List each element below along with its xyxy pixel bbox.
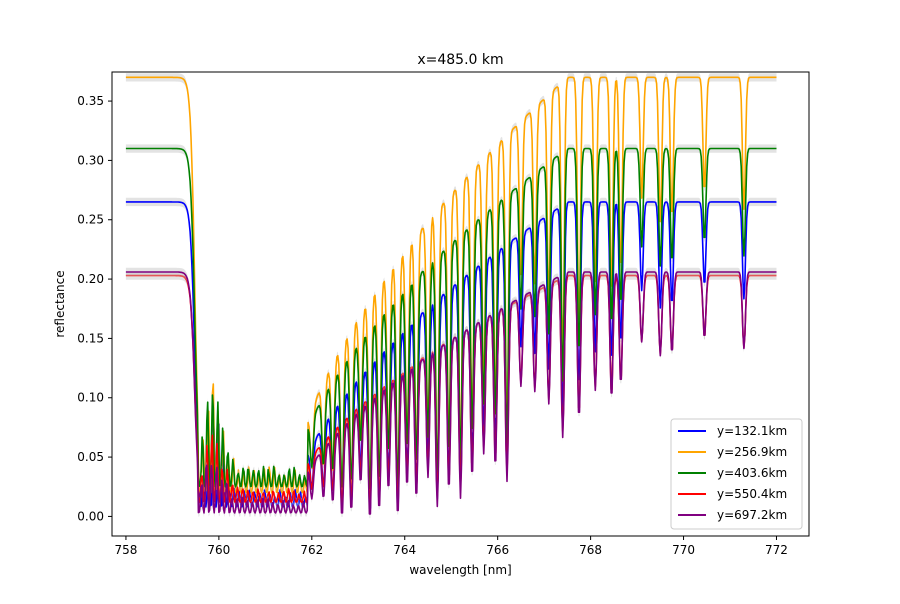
series-layer: [125, 73, 777, 519]
y-tick-label: 0.05: [77, 450, 104, 464]
x-tick-label: 766: [486, 543, 509, 557]
legend-label: y=550.4km: [717, 487, 787, 501]
legend: y=132.1km y=256.9km y=403.6km y=550.4km y=69…: [670, 418, 803, 530]
y-tick-label: 0.25: [77, 213, 104, 227]
legend-label: y=403.6km: [717, 466, 787, 480]
x-axis: 758 760 762 764 766 768 770 772: [114, 536, 788, 557]
x-tick-label: 762: [300, 543, 323, 557]
y-axis: 0.00 0.05 0.10 0.15 0.20 0.25 0.30 0.35: [77, 94, 112, 523]
x-tick-label: 764: [393, 543, 416, 557]
x-axis-label: wavelength [nm]: [409, 563, 511, 577]
x-tick-label: 768: [579, 543, 602, 557]
y-tick-label: 0.00: [77, 509, 104, 523]
legend-label: y=697.2km: [717, 508, 787, 522]
legend-box: [670, 418, 803, 530]
y-tick-label: 0.35: [77, 94, 104, 108]
x-tick-label: 770: [672, 543, 695, 557]
plot-frame: [111, 71, 810, 537]
y-tick-label: 0.30: [77, 153, 104, 167]
series-line: [125, 271, 777, 515]
y-tick-label: 0.20: [77, 272, 104, 286]
y-tick-label: 0.10: [77, 391, 104, 405]
x-tick-label: 772: [765, 543, 788, 557]
x-tick-label: 758: [114, 543, 137, 557]
x-tick-label: 760: [207, 543, 230, 557]
series-line: [125, 147, 777, 490]
legend-label: y=132.1km: [717, 424, 787, 438]
y-axis-label: reflectance: [53, 270, 67, 337]
legend-label: y=256.9km: [717, 445, 787, 459]
y-tick-label: 0.15: [77, 331, 104, 345]
chart-title: x=485.0 km: [417, 52, 503, 68]
